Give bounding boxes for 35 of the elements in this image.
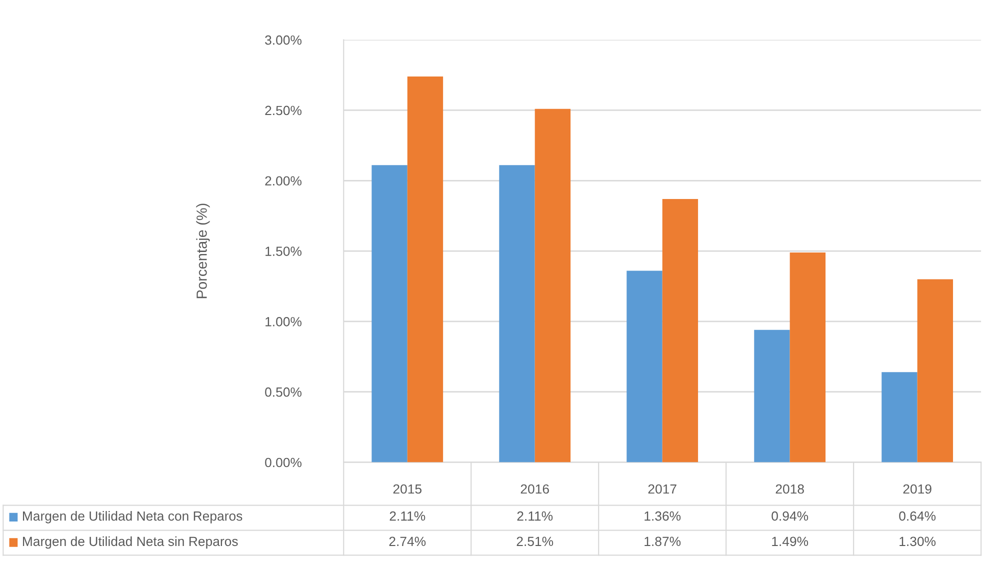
data-label: 1.87% xyxy=(644,536,681,546)
data-label: 1.49% xyxy=(772,536,808,546)
bar xyxy=(662,198,698,462)
data-label: 1.36% xyxy=(644,511,681,521)
x-tick-label: 2017 xyxy=(648,484,676,494)
data-label: 0.64% xyxy=(899,511,936,521)
data-label: 2.11% xyxy=(517,511,553,521)
bar xyxy=(754,330,790,462)
y-tick-label: 0.50% xyxy=(265,387,302,397)
y-tick-label: 2.50% xyxy=(265,106,302,116)
x-tick-label: 2016 xyxy=(520,484,549,494)
x-tick-label: 2018 xyxy=(776,484,804,494)
data-label: 2.74% xyxy=(389,536,426,546)
x-tick-label: 2019 xyxy=(903,484,932,494)
data-label: 1.30% xyxy=(900,536,936,546)
bar xyxy=(499,165,535,462)
legend-label: Margen de Utilidad Neta con Reparos xyxy=(22,511,242,524)
bar xyxy=(882,372,918,462)
y-axis-title: Porcentaje (%) xyxy=(196,204,210,298)
x-tick-label: 2015 xyxy=(393,484,422,494)
y-tick-label: 2.00% xyxy=(265,176,302,186)
data-label: 0.94% xyxy=(772,511,808,521)
legend-label: Margen de Utilidad Neta sin Reparos xyxy=(22,536,238,549)
y-tick-label: 1.00% xyxy=(266,317,302,326)
data-label: 2.51% xyxy=(516,536,554,546)
bar xyxy=(790,252,826,462)
data-label: 2.11% xyxy=(390,511,426,521)
bar xyxy=(372,165,408,462)
bar xyxy=(626,270,662,462)
bar xyxy=(917,279,954,462)
y-tick-label: 3.00% xyxy=(265,35,302,45)
bar xyxy=(407,76,444,462)
y-tick-label: 0.00% xyxy=(265,458,302,468)
bar xyxy=(534,108,571,462)
y-tick-label: 1.50% xyxy=(266,246,302,256)
